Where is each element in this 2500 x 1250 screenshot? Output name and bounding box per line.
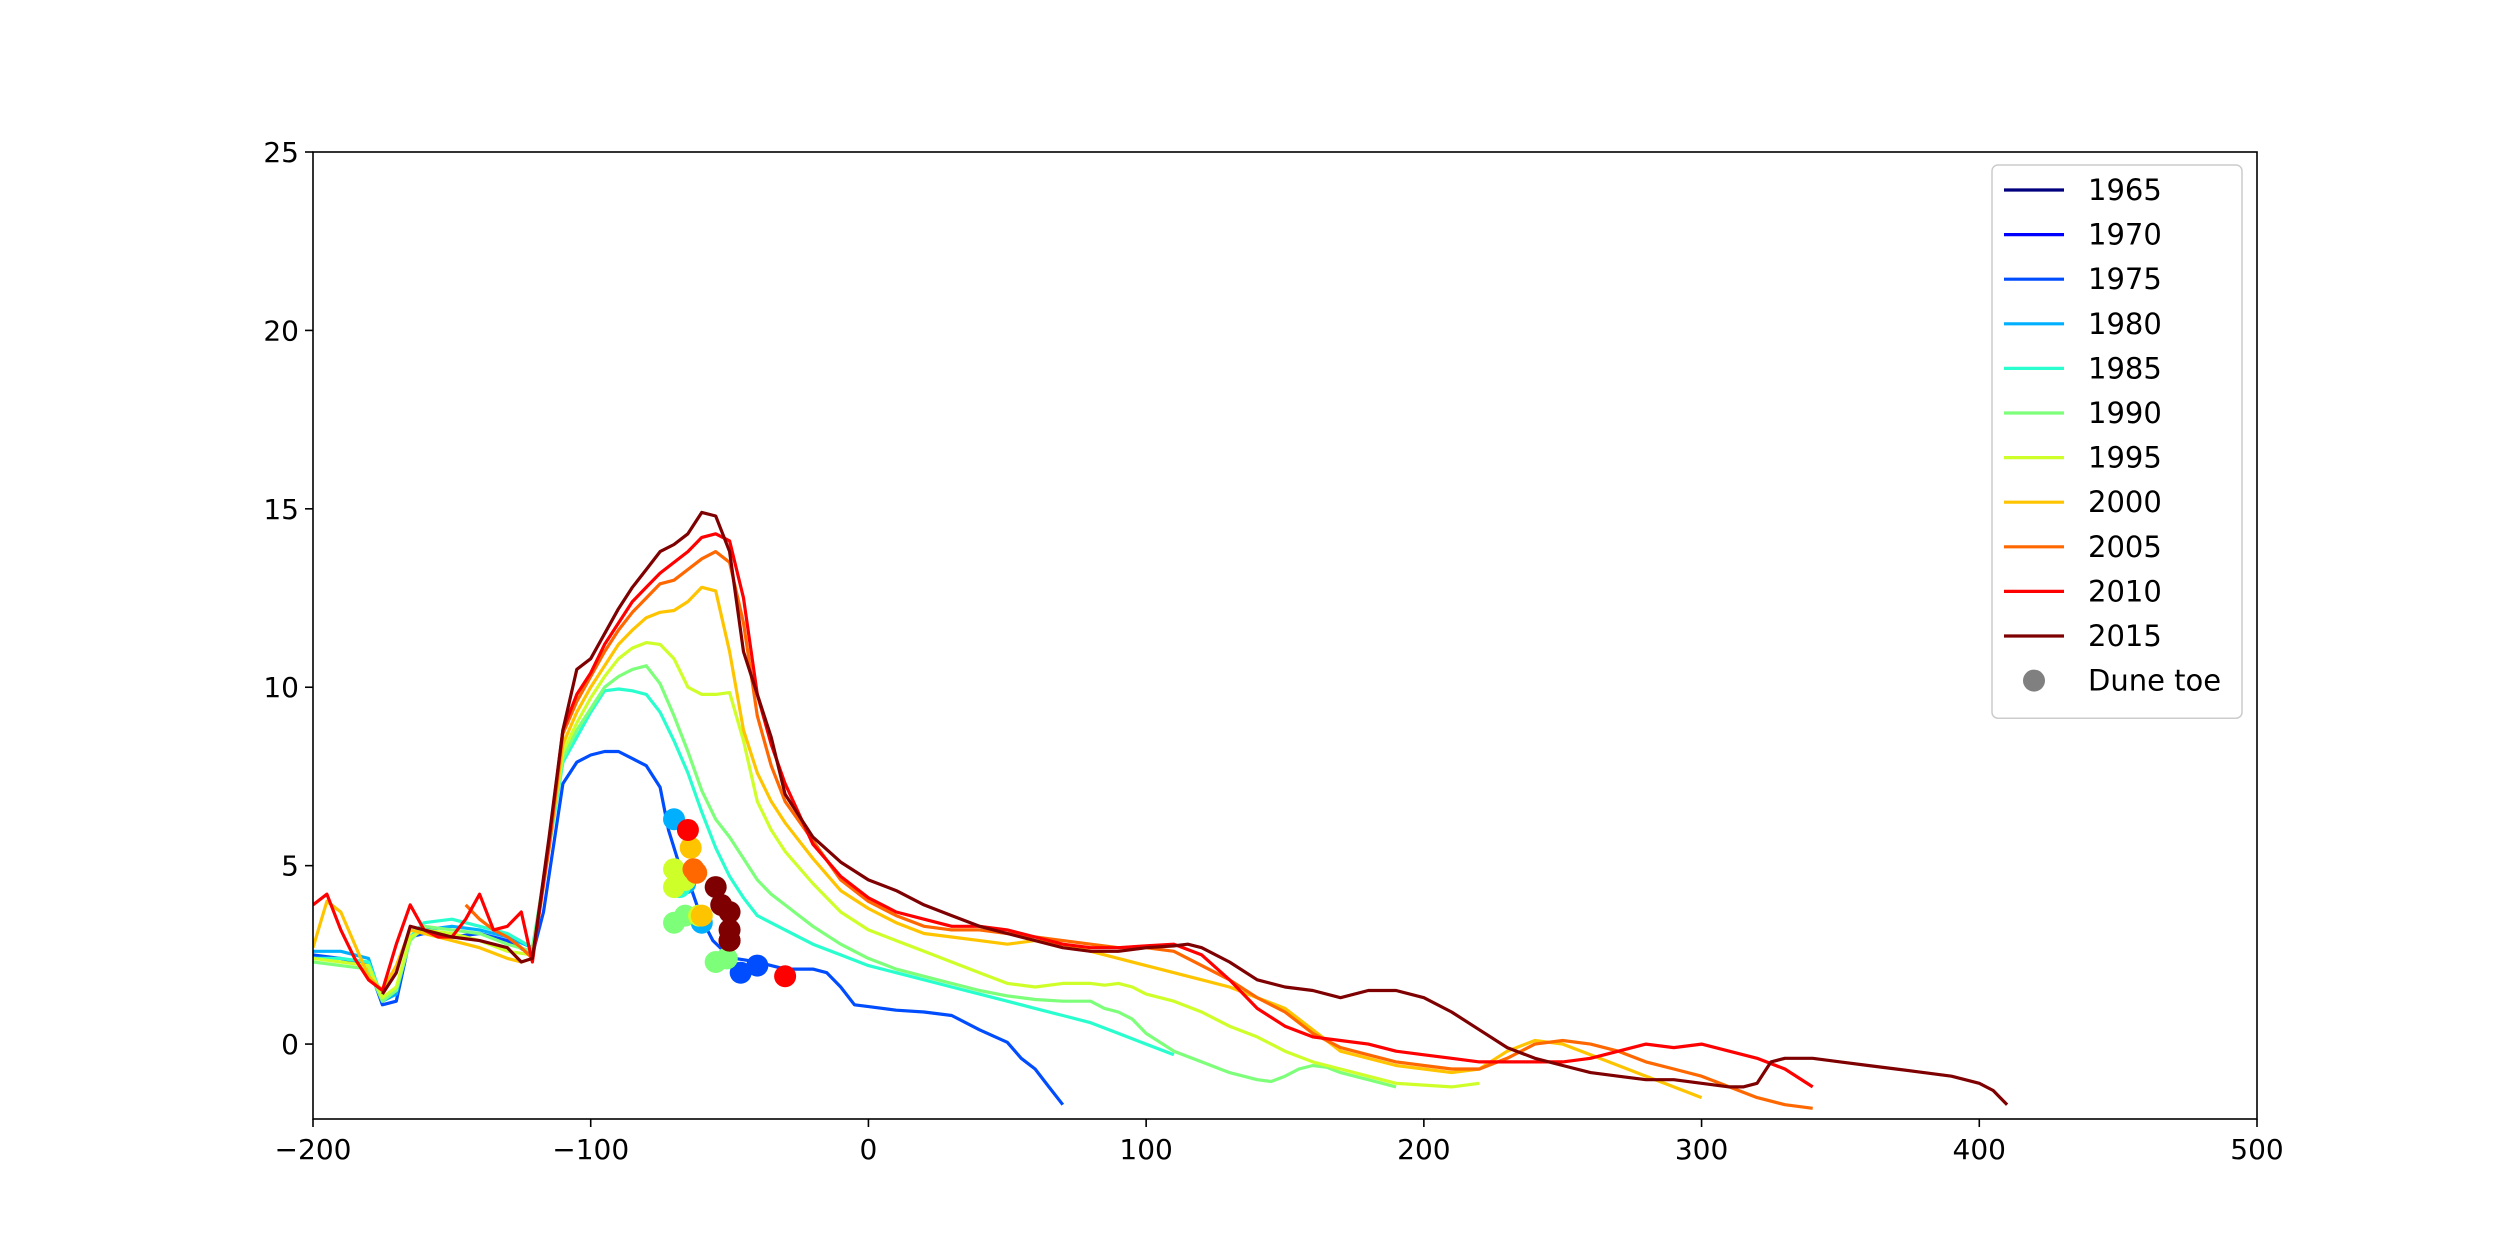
- series-line-1995: [313, 641, 1480, 1089]
- x-tick-label: 500: [2230, 1133, 2283, 1166]
- x-tick-label: 400: [1953, 1133, 2006, 1166]
- series-line-2005: [464, 550, 1813, 1110]
- dune-toe-marker-2005: [685, 861, 708, 884]
- legend-label-1990: 1990: [2088, 396, 2162, 430]
- dune-toe-marker-1975: [746, 954, 769, 977]
- legend-box: [1991, 164, 2243, 719]
- y-tick-label: 5: [281, 850, 299, 883]
- legend-label-2015: 2015: [2088, 619, 2162, 653]
- dune-toe-marker-1990: [715, 947, 738, 970]
- y-axis-ticks: 0 5 10 15 20 25: [263, 136, 313, 1061]
- legend-label-2000: 2000: [2088, 485, 2162, 519]
- series-line-1990: [313, 664, 1397, 1089]
- dune-toe-marker-2010: [774, 965, 797, 988]
- dune-toe-markers: [663, 808, 797, 988]
- series-line-1985: [313, 687, 1175, 1057]
- legend-label-1965: 1965: [2088, 173, 2162, 207]
- dune-toe-marker-2010: [676, 818, 699, 841]
- series-line-2015: [381, 510, 2009, 1106]
- x-axis-ticks: −200 −100 0 100 200 300 400 500: [275, 1119, 2284, 1166]
- legend-label-1970: 1970: [2088, 218, 2162, 252]
- dune-toe-marker-1975: [729, 961, 752, 984]
- legend-label-1995: 1995: [2088, 441, 2162, 475]
- x-tick-label: 300: [1675, 1133, 1728, 1166]
- series-line-1975: [313, 749, 1065, 1106]
- dune-toe-marker-2000: [679, 836, 702, 859]
- dune-toe-marker-2015: [718, 901, 741, 924]
- dune-toe-marker-2015: [704, 876, 727, 899]
- y-tick-label: 0: [281, 1028, 299, 1061]
- y-tick-label: 15: [263, 493, 299, 526]
- y-tick-label: 20: [263, 314, 299, 347]
- dune-toe-marker-1995: [663, 876, 686, 899]
- x-tick-label: −100: [552, 1133, 629, 1166]
- series-line-2010: [313, 532, 1814, 1089]
- series-line-2000: [313, 585, 1703, 1100]
- x-tick-label: −200: [275, 1133, 352, 1166]
- plot-frame: [312, 151, 2258, 1120]
- legend-label-2010: 2010: [2088, 574, 2162, 608]
- x-tick-label: 100: [1119, 1133, 1172, 1166]
- x-tick-label: 0: [860, 1133, 878, 1166]
- legend-label-1975: 1975: [2088, 262, 2162, 296]
- legend-label-1985: 1985: [2088, 351, 2162, 385]
- legend-label-1980: 1980: [2088, 307, 2162, 341]
- legend-label-2005: 2005: [2088, 530, 2162, 564]
- series-lines: [313, 510, 2009, 1110]
- legend-swatch-dune-toe: [2023, 669, 2045, 692]
- legend: 1965 1970 1975 1980 1985 1990 1995 2000 2005 2010…: [1991, 164, 2243, 719]
- y-tick-label: 25: [263, 136, 299, 169]
- dune-toe-marker-2015: [718, 929, 741, 952]
- y-tick-label: 10: [263, 671, 299, 704]
- x-tick-label: 200: [1397, 1133, 1450, 1166]
- dune-toe-marker-2000: [690, 904, 713, 927]
- legend-label-dune-toe: Dune toe: [2088, 664, 2221, 698]
